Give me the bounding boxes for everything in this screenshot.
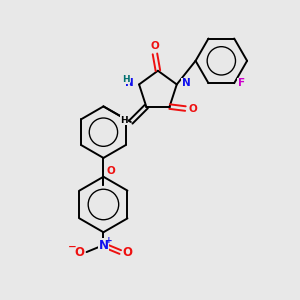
Text: O: O xyxy=(75,245,85,259)
Text: H: H xyxy=(122,75,130,84)
Text: O: O xyxy=(189,103,198,114)
Text: N: N xyxy=(182,78,190,88)
Text: F: F xyxy=(238,78,245,88)
Text: N: N xyxy=(98,238,108,252)
Text: +: + xyxy=(105,236,112,245)
Text: O: O xyxy=(107,166,116,176)
Text: H: H xyxy=(120,116,128,124)
Text: N: N xyxy=(125,78,134,88)
Text: O: O xyxy=(122,245,132,259)
Text: O: O xyxy=(151,41,159,51)
Text: −: − xyxy=(68,242,77,252)
